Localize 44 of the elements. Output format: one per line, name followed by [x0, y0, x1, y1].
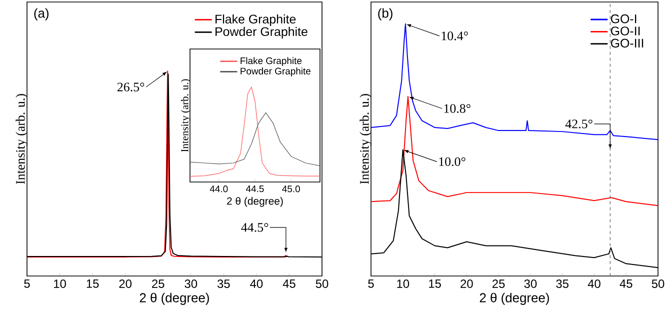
y-axis-title: Intensity (arb. u.)	[16, 94, 28, 184]
x-tick-label: 15	[429, 280, 441, 288]
x-tick-label: 44.0	[210, 186, 228, 192]
x-tick-label: 50	[316, 280, 328, 288]
text: (b)	[378, 8, 392, 20]
annotation: 26.5°	[117, 82, 144, 92]
x-tick-label: 10	[54, 280, 66, 288]
x-tick-label: 5	[24, 280, 30, 288]
x-tick-label: 10	[397, 280, 410, 288]
x-tick-label: 25	[492, 280, 505, 288]
y-axis-title: Intensity (arb. u.)	[180, 79, 190, 152]
legend-label: Powder Graphite	[240, 68, 310, 76]
x-tick-label: 45	[620, 280, 632, 288]
x-tick-label: 35	[556, 280, 568, 288]
x-tick-label: 30	[524, 280, 537, 288]
annotation: 10.8°	[444, 104, 470, 113]
legend-label: Flake Graphite	[240, 57, 302, 66]
legend-label: GO-III	[610, 38, 644, 48]
x-tick-label: 5	[368, 280, 374, 288]
legend-label: Powder Graphite	[216, 26, 308, 39]
annotation: 10.4°	[442, 32, 468, 40]
x-tick-label: 20	[460, 280, 473, 288]
text: (a)	[34, 8, 48, 20]
x-tick-label: 45	[282, 280, 296, 288]
annotation: 44.5°	[241, 223, 268, 232]
legend-label: GO-II	[610, 26, 640, 36]
x-tick-label: 40	[250, 280, 263, 288]
x-tick-label: 20	[119, 280, 132, 288]
legend-label: GO-I	[610, 14, 636, 24]
x-axis-title: 2 θ (degree)	[140, 292, 209, 305]
y-axis-title: Intensity (arb. u.)	[360, 94, 372, 184]
x-tick-label: 45.0	[282, 186, 300, 192]
legend-label: Flake Graphite	[216, 14, 296, 26]
x-tick-label: 30	[184, 280, 198, 288]
x-tick-label: 15	[86, 280, 99, 288]
annotation: 42.5°	[565, 120, 592, 128]
x-tick-label: 40	[588, 280, 600, 288]
x-tick-label: 35	[217, 280, 230, 288]
x-axis-title: 2 θ (degree)	[480, 292, 549, 305]
annotation: 10.0°	[439, 157, 466, 166]
x-tick-label: 50	[652, 280, 664, 288]
x-tick-label: 44.5	[246, 186, 264, 192]
x-tick-label: 25	[152, 280, 164, 288]
x-axis-title: 2 θ (degree)	[227, 197, 283, 207]
